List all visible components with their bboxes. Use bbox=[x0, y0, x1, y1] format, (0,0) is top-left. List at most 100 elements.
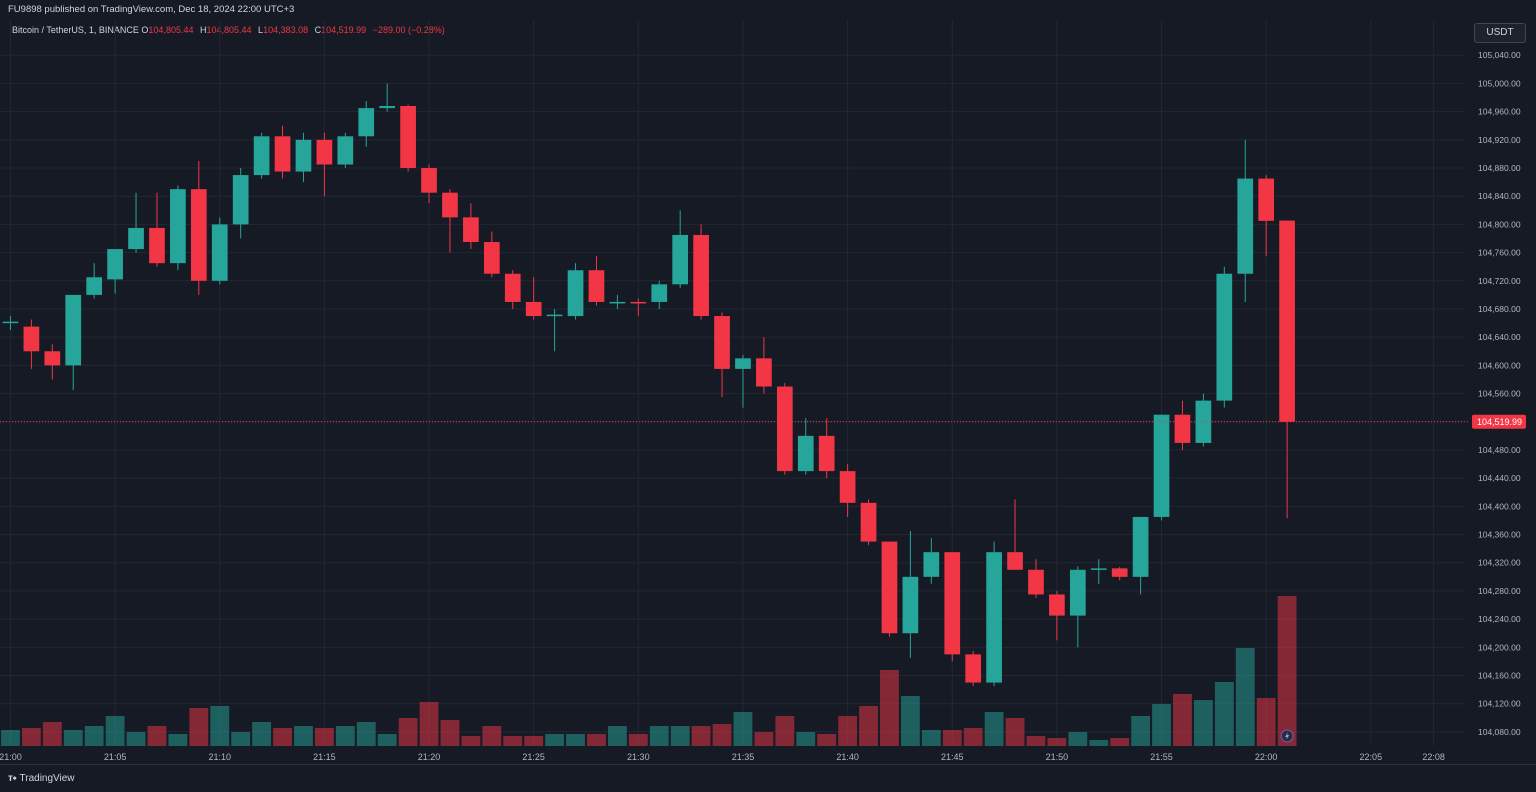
volume-bar bbox=[963, 728, 983, 746]
time-tick: 21:15 bbox=[313, 752, 336, 762]
currency-button[interactable]: USDT bbox=[1474, 23, 1526, 43]
candle-body bbox=[588, 270, 605, 302]
volume-bar bbox=[587, 734, 606, 746]
volume-bar bbox=[461, 736, 481, 746]
volume-bar bbox=[796, 732, 816, 746]
time-axis[interactable]: 21:00 21:05 21:10 21:15 21:20 21:25 21:30 21:35… bbox=[0, 752, 1445, 762]
candle-body bbox=[295, 139, 312, 172]
volume-bar bbox=[1, 730, 20, 746]
volume-bar bbox=[398, 718, 418, 746]
volume-bar bbox=[670, 726, 690, 746]
candle-body bbox=[735, 358, 751, 369]
candle-body bbox=[358, 108, 375, 137]
candle-body bbox=[1237, 178, 1254, 274]
candle-body bbox=[253, 136, 270, 176]
time-tick: 21:10 bbox=[208, 752, 231, 762]
candle-body bbox=[1279, 220, 1295, 422]
candle-body bbox=[232, 175, 249, 225]
candle-body bbox=[504, 273, 521, 302]
time-tick: 21:45 bbox=[941, 752, 964, 762]
candle-body bbox=[1111, 568, 1128, 577]
candle-body bbox=[1007, 552, 1023, 570]
price-candles bbox=[2, 83, 1295, 687]
volume-bar bbox=[942, 730, 962, 746]
candle-body bbox=[672, 234, 689, 285]
candle-body bbox=[944, 552, 961, 655]
candle-body bbox=[860, 502, 877, 542]
price-tick: 104,880.00 bbox=[1478, 163, 1521, 173]
volume-bar bbox=[168, 734, 188, 746]
volume-bar bbox=[126, 732, 146, 746]
volume-bars bbox=[1, 596, 1297, 746]
price-tick: 104,680.00 bbox=[1478, 304, 1521, 314]
price-tick: 104,600.00 bbox=[1478, 360, 1521, 370]
volume-bar bbox=[1131, 716, 1151, 746]
volume-bar bbox=[733, 712, 753, 746]
symbol-name[interactable]: Bitcoin / TetherUS, 1, BINANCE bbox=[12, 25, 139, 35]
volume-bar bbox=[1068, 732, 1088, 746]
volume-bar bbox=[273, 728, 292, 746]
volume-bar bbox=[1214, 682, 1234, 746]
candlestick-chart[interactable]: 105,040.00 105,000.00 104,960.00 104,920.00… bbox=[0, 20, 1536, 764]
volume-bar bbox=[42, 722, 62, 746]
volume-bar bbox=[503, 736, 523, 746]
candle-body bbox=[651, 284, 668, 302]
price-tick: 104,200.00 bbox=[1478, 642, 1521, 652]
price-tick: 104,800.00 bbox=[1478, 219, 1521, 229]
price-tick: 104,360.00 bbox=[1478, 530, 1521, 540]
price-tick: 105,040.00 bbox=[1478, 50, 1521, 60]
low-value: 104,383.08 bbox=[263, 25, 309, 35]
volume-bar bbox=[880, 670, 899, 746]
price-tick: 104,280.00 bbox=[1478, 586, 1521, 596]
tradingview-logo[interactable]: ᴛ⬩ TradingView bbox=[8, 773, 75, 784]
volume-bar bbox=[231, 732, 251, 746]
volume-bar bbox=[105, 716, 125, 746]
volume-bar bbox=[649, 726, 669, 746]
time-tick: 21:00 bbox=[0, 752, 22, 762]
price-tick: 104,640.00 bbox=[1478, 332, 1521, 342]
time-tick: 21:50 bbox=[1046, 752, 1069, 762]
price-tick: 104,760.00 bbox=[1478, 248, 1521, 258]
volume-bar bbox=[252, 722, 272, 746]
price-tick: 104,080.00 bbox=[1478, 727, 1521, 737]
volume-bar bbox=[1173, 694, 1192, 746]
volume-bar bbox=[921, 730, 941, 746]
candle-body bbox=[1153, 414, 1170, 517]
price-tick: 104,720.00 bbox=[1478, 276, 1521, 286]
volume-bar bbox=[294, 726, 313, 746]
candle-body bbox=[379, 105, 396, 109]
grid-lines bbox=[0, 20, 1465, 746]
candle-body bbox=[1028, 569, 1044, 595]
candle-body bbox=[630, 301, 647, 304]
candle-body bbox=[400, 105, 416, 169]
volume-bar bbox=[1152, 704, 1171, 746]
candle-body bbox=[190, 189, 207, 281]
candle-body bbox=[902, 576, 919, 634]
volume-bar bbox=[189, 708, 209, 746]
volume-bar bbox=[1047, 738, 1067, 746]
candle-body bbox=[107, 249, 123, 280]
candle-body bbox=[1049, 594, 1065, 616]
open-value: 104,805.44 bbox=[148, 25, 194, 35]
last-price-tag: 104,519.99 bbox=[1472, 414, 1526, 429]
price-tick: 104,480.00 bbox=[1478, 445, 1521, 455]
price-axis[interactable]: 105,040.00 105,000.00 104,960.00 104,920.00… bbox=[1478, 50, 1521, 737]
volume-bar bbox=[984, 712, 1004, 746]
volume-bar bbox=[63, 730, 83, 746]
time-tick: 21:55 bbox=[1150, 752, 1173, 762]
volume-bar bbox=[1277, 596, 1297, 746]
volume-bar bbox=[838, 716, 858, 746]
time-tick: 22:05 bbox=[1360, 752, 1383, 762]
price-tick: 104,920.00 bbox=[1478, 135, 1521, 145]
flash-icon[interactable] bbox=[1280, 729, 1294, 743]
volume-bar bbox=[1005, 718, 1025, 746]
change-value: −289.00 (−0.28%) bbox=[372, 25, 445, 35]
candle-body bbox=[818, 435, 835, 472]
candle-body bbox=[442, 192, 458, 218]
close-value: 104,519.99 bbox=[321, 25, 367, 35]
tv-logo-icon: ᴛ⬩ bbox=[8, 773, 17, 784]
symbol-legend[interactable]: Bitcoin / TetherUS, 1, BINANCE O104,805.… bbox=[12, 25, 449, 35]
candle-body bbox=[44, 351, 61, 366]
volume-bar bbox=[628, 734, 648, 746]
last-price-tag-bg bbox=[1472, 414, 1526, 429]
